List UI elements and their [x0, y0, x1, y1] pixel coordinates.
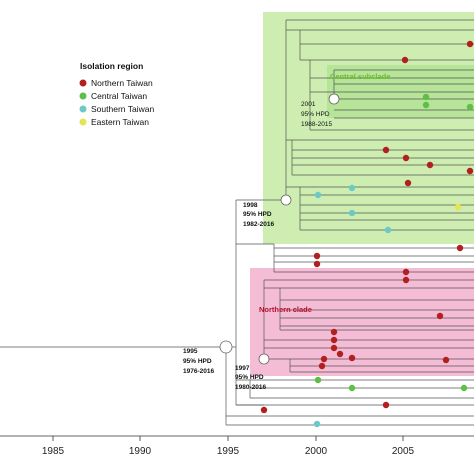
tip-marker-northern: [404, 179, 412, 187]
tip-marker-northern: [442, 356, 450, 364]
legend-label-central: Central Taiwan: [91, 91, 147, 101]
legend-label-southern: Southern Taiwan: [91, 104, 154, 114]
svg-text:95% HPD: 95% HPD: [183, 358, 212, 365]
tip-marker-northern: [466, 167, 474, 175]
tip-markers: [260, 40, 474, 428]
node-1997-marker: [258, 353, 270, 365]
svg-text:2001: 2001: [301, 101, 316, 108]
tip-marker-northern: [402, 268, 410, 276]
tip-marker-northern: [313, 252, 321, 260]
tip-marker-northern: [330, 336, 338, 344]
svg-text:1980-2016: 1980-2016: [235, 384, 266, 391]
tip-marker-northern: [260, 406, 268, 414]
axis-tick-label-2000: 2000: [305, 446, 328, 457]
tip-marker-southern: [384, 226, 392, 234]
node-1995-marker: [219, 340, 233, 354]
tip-marker-northern: [436, 312, 444, 320]
tip-marker-central: [466, 103, 474, 111]
tip-marker-northern: [456, 244, 464, 252]
node-2001-annotation: 2001 95% HPD 1988-2015: [301, 101, 332, 128]
svg-text:1982-2016: 1982-2016: [243, 221, 274, 228]
svg-text:1998: 1998: [243, 202, 258, 209]
axis-tick-label-1985: 1985: [42, 446, 65, 457]
tip-marker-northern: [330, 344, 338, 352]
axis-tick-label-2005: 2005: [392, 446, 415, 457]
node-2001-marker: [328, 93, 340, 105]
northern-clade-region: [250, 268, 474, 376]
tree-branches: [0, 19, 474, 426]
northern-clade-label: Northern clade: [259, 305, 312, 314]
tip-marker-southern: [348, 184, 356, 192]
central-subclade-region: [327, 65, 474, 118]
legend-dot-southern: [79, 105, 87, 113]
tip-marker-northern: [401, 56, 409, 64]
svg-text:1995: 1995: [183, 348, 198, 355]
legend-label-northern: Northern Taiwan: [91, 78, 153, 88]
time-axis: 1985 1990 1995 2000 2005: [0, 435, 474, 457]
tip-marker-central: [460, 384, 468, 392]
node-1997-annotation: 1997 95% HPD 1980-2016: [235, 365, 266, 391]
tip-marker-northern: [402, 154, 410, 162]
central-subclade-label: Central subclade: [330, 72, 390, 81]
tip-marker-northern: [330, 328, 338, 336]
tip-marker-southern: [314, 191, 322, 199]
tip-marker-southern: [348, 209, 356, 217]
tip-marker-northern: [318, 362, 326, 370]
tip-marker-northern: [320, 355, 328, 363]
legend-title: Isolation region: [80, 61, 143, 71]
node-1995-annotation: 1995 95% HPD 1976-2016: [183, 348, 214, 375]
svg-text:95% HPD: 95% HPD: [301, 111, 330, 118]
svg-text:95% HPD: 95% HPD: [243, 211, 272, 218]
tip-marker-central: [422, 93, 430, 101]
axis-tick-label-1990: 1990: [129, 446, 152, 457]
svg-text:1988-2015: 1988-2015: [301, 121, 332, 128]
central-clade-region: [263, 12, 474, 244]
svg-text:1976-2016: 1976-2016: [183, 368, 214, 375]
svg-text:1997: 1997: [235, 365, 250, 372]
legend-label-eastern: Eastern Taiwan: [91, 117, 149, 127]
tip-marker-eastern: [454, 203, 462, 211]
svg-text:95% HPD: 95% HPD: [235, 374, 264, 381]
tip-marker-southern: [313, 420, 321, 428]
legend-dot-eastern: [79, 118, 87, 126]
tip-marker-northern: [382, 401, 390, 409]
tip-marker-central: [348, 384, 356, 392]
tip-marker-northern: [313, 260, 321, 268]
tip-marker-central: [422, 101, 430, 109]
tip-marker-northern: [402, 276, 410, 284]
legend-dot-northern: [79, 79, 87, 87]
tip-marker-northern: [348, 354, 356, 362]
axis-tick-label-1995: 1995: [217, 446, 240, 457]
legend: Isolation region Northern Taiwan Central…: [79, 61, 154, 127]
node-1998-annotation: 1998 95% HPD 1982-2016: [243, 202, 274, 228]
tip-marker-northern: [426, 161, 434, 169]
legend-dot-central: [79, 92, 87, 100]
tip-marker-central: [314, 376, 322, 384]
tip-marker-northern: [466, 40, 474, 48]
tip-marker-northern: [336, 350, 344, 358]
node-1998-marker: [280, 194, 292, 206]
tip-marker-northern: [382, 146, 390, 154]
